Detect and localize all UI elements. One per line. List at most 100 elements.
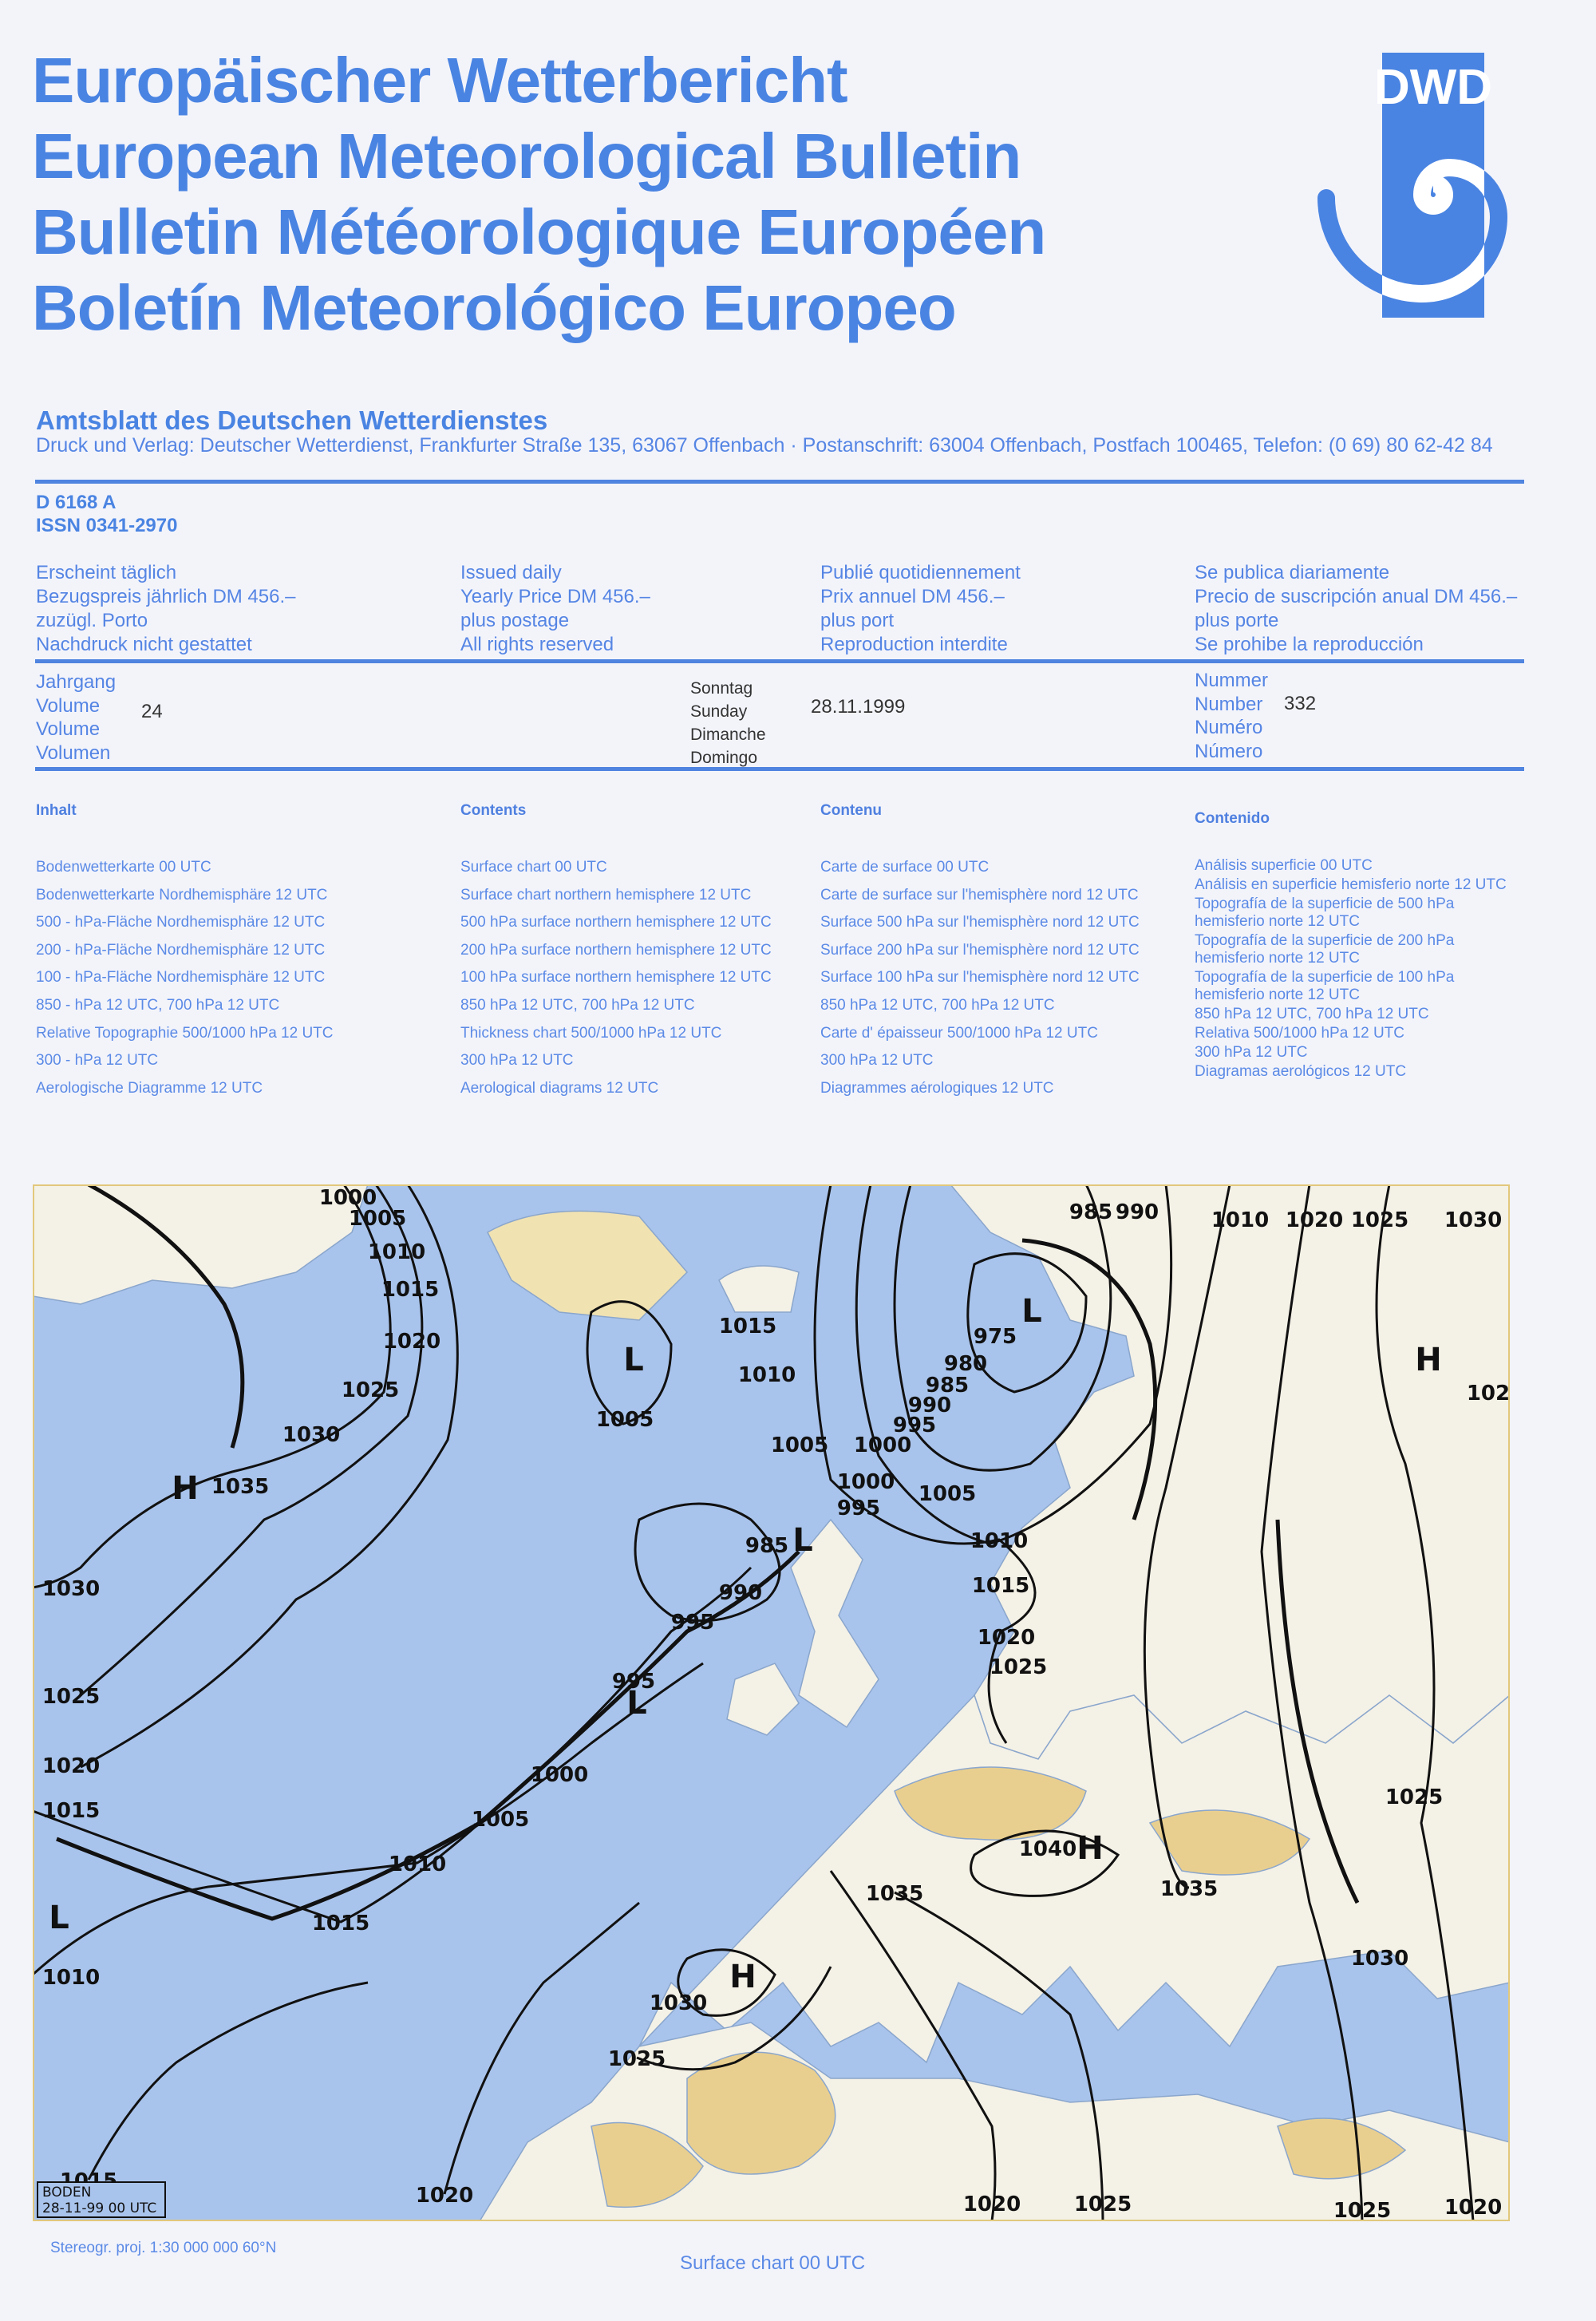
isobar-label: 1015 bbox=[312, 1912, 369, 1935]
isobar-label: 995 bbox=[837, 1497, 880, 1520]
isobar-label: 1035 bbox=[866, 1882, 923, 1906]
subscription-french: Publié quotidiennement Prix annuel DM 456… bbox=[820, 561, 1021, 657]
isobar-label: 1035 bbox=[211, 1475, 269, 1499]
text: Domingo bbox=[690, 749, 758, 767]
contents-item: Topografía de la superficie de 200 hPa h… bbox=[1195, 932, 1455, 967]
contents-item: 200 hPa surface northern hemisphere 12 U… bbox=[460, 941, 772, 959]
contents-item: 300 hPa 12 UTC bbox=[460, 1052, 574, 1070]
contents-item: 300 - hPa 12 UTC bbox=[36, 1052, 159, 1070]
contents-heading: Contents bbox=[460, 802, 527, 819]
isobar-label: 1000 bbox=[319, 1186, 377, 1210]
isobar-label: 1035 bbox=[1160, 1877, 1218, 1901]
divider bbox=[35, 480, 1524, 484]
text: Bezugspreis jährlich DM 456.– bbox=[36, 586, 296, 607]
isobar-label: 1020 bbox=[42, 1754, 100, 1778]
isobar-label: 1010 bbox=[368, 1240, 425, 1264]
title-spanish: Boletín Meteorológico Europeo bbox=[32, 272, 957, 343]
fronts bbox=[56, 1184, 1360, 1921]
isobar-label: 1015 bbox=[42, 1799, 100, 1823]
contents-heading: Contenido bbox=[1195, 810, 1270, 827]
isobar-label: 990 bbox=[908, 1394, 951, 1418]
title-german: Europäischer Wetterbericht bbox=[32, 45, 848, 116]
contents-item: 500 hPa surface northern hemisphere 12 U… bbox=[460, 914, 772, 931]
contents-heading: Contenu bbox=[820, 802, 883, 819]
isobar-label: 1025 bbox=[342, 1378, 399, 1402]
isobar-label: 1025 bbox=[1333, 2199, 1391, 2221]
isobar-label: 1025 bbox=[990, 1655, 1047, 1679]
text: Número bbox=[1195, 740, 1263, 762]
text: Volumen bbox=[36, 741, 111, 764]
stamp-station: BODEN bbox=[42, 2185, 91, 2200]
isobar-label: 1030 bbox=[650, 1991, 707, 2015]
isobars bbox=[33, 1184, 1475, 2221]
isobar-label: 1010 bbox=[389, 1852, 446, 1876]
text: plus porte bbox=[1195, 610, 1279, 631]
text: Sunday bbox=[690, 702, 748, 721]
isobar-label: 985 bbox=[1069, 1200, 1112, 1224]
isobar-label: 1015 bbox=[719, 1315, 776, 1338]
contents-item: Relativa 500/1000 hPa 12 UTC bbox=[1195, 1025, 1404, 1042]
contents-item: 100 - hPa-Fläche Nordhemisphäre 12 UTC bbox=[36, 969, 326, 987]
text: Jahrgang bbox=[36, 671, 117, 693]
contents-item: 500 - hPa-Fläche Nordhemisphäre 12 UTC bbox=[36, 914, 326, 931]
isobar-label: 1025 bbox=[1351, 1208, 1408, 1232]
isobar-label: 1000 bbox=[837, 1470, 895, 1494]
contents-item: Aerologische Diagramme 12 UTC bbox=[36, 1079, 263, 1097]
volume-value: 24 bbox=[141, 701, 163, 722]
isobar-label: 985 bbox=[745, 1534, 788, 1558]
contents-item: Análisis superficie 00 UTC bbox=[1195, 857, 1373, 874]
subscription-spanish: Se publica diariamente Precio de suscripc… bbox=[1195, 561, 1517, 657]
text: Precio de suscripción anual DM 456.– bbox=[1195, 586, 1518, 607]
contents-item: 850 hPa 12 UTC, 700 hPa 12 UTC bbox=[460, 997, 695, 1014]
contents-item: 850 hPa 12 UTC, 700 hPa 12 UTC bbox=[1195, 1006, 1429, 1022]
subscription-english: Issued daily Yearly Price DM 456.– plus po… bbox=[460, 561, 650, 657]
contents-item: Análisis en superficie hemisferio norte … bbox=[1195, 876, 1507, 893]
isobar-labels: 1000100510101015102010251030103510301025… bbox=[42, 1186, 1510, 2221]
contents-item: Diagrammes aérologiques 12 UTC bbox=[820, 1079, 1054, 1097]
high-pressure-marker: H bbox=[1077, 1830, 1103, 1867]
text: Erscheint täglich bbox=[36, 562, 177, 583]
map-caption: Surface chart 00 UTC bbox=[680, 2252, 866, 2274]
high-pressure-marker: H bbox=[172, 1470, 198, 1507]
text: Volume bbox=[36, 718, 101, 740]
contents-item: 300 hPa 12 UTC bbox=[1195, 1044, 1308, 1061]
contents-item: Bodenwetterkarte 00 UTC bbox=[36, 859, 211, 876]
isobar-label: 1025 bbox=[1385, 1785, 1443, 1809]
d-number: D 6168 A bbox=[36, 492, 117, 513]
isobar-label: 1010 bbox=[42, 1966, 100, 1990]
contents-item: Bodenwetterkarte Nordhemisphäre 12 UTC bbox=[36, 886, 328, 903]
isobar-label: 1030 bbox=[282, 1423, 340, 1447]
high-pressure-marker: H bbox=[1415, 1342, 1441, 1378]
contents-column-spanish: Análisis superficie 00 UTC Análisis en su… bbox=[1195, 857, 1514, 1082]
isobar-label: 1000 bbox=[854, 1433, 911, 1457]
surface-weather-map: 1000100510101015102010251030103510301025… bbox=[33, 1184, 1510, 2221]
text: Sonntag bbox=[690, 679, 753, 698]
low-pressure-marker: L bbox=[1021, 1293, 1042, 1330]
isobar-label: 990 bbox=[1116, 1200, 1159, 1224]
logo-text: DWD bbox=[1374, 60, 1492, 115]
isobar-label: 1010 bbox=[738, 1363, 796, 1387]
issue-number: 332 bbox=[1284, 693, 1317, 714]
isobar-label: 995 bbox=[893, 1414, 936, 1437]
isobar-label: 1005 bbox=[918, 1482, 976, 1506]
isobar-label: 1030 bbox=[1351, 1947, 1408, 1971]
low-pressure-marker: L bbox=[49, 1900, 69, 1936]
contents-item: 850 - hPa 12 UTC, 700 hPa 12 UTC bbox=[36, 997, 280, 1014]
isobar-label: 975 bbox=[974, 1325, 1017, 1349]
isobar-label: 1030 bbox=[1444, 1208, 1502, 1232]
isobar-label: 1020 bbox=[1444, 2196, 1502, 2220]
text: Issued daily bbox=[460, 562, 562, 583]
contents-item: Topografía de la superficie de 100 hPa h… bbox=[1195, 969, 1455, 1003]
isobar-label: 1020 bbox=[963, 2192, 1021, 2216]
issue-date: 28.11.1999 bbox=[811, 696, 906, 718]
isobar-label: 1000 bbox=[531, 1763, 588, 1787]
contents-item: Surface 100 hPa sur l'hemisphère nord 12… bbox=[820, 969, 1140, 987]
text: Nummer bbox=[1195, 670, 1269, 691]
dwd-logo: DWD bbox=[1317, 53, 1508, 318]
contents-item: Surface 500 hPa sur l'hemisphère nord 12… bbox=[820, 914, 1140, 931]
isobar-label: 1020 bbox=[383, 1330, 440, 1354]
contents-item: Relative Topographie 500/1000 hPa 12 UTC bbox=[36, 1024, 334, 1042]
low-pressure-marker: L bbox=[623, 1342, 644, 1378]
contents-item: Carte de surface sur l'hemisphère nord 1… bbox=[820, 886, 1139, 903]
isobar-label: 995 bbox=[671, 1611, 714, 1635]
